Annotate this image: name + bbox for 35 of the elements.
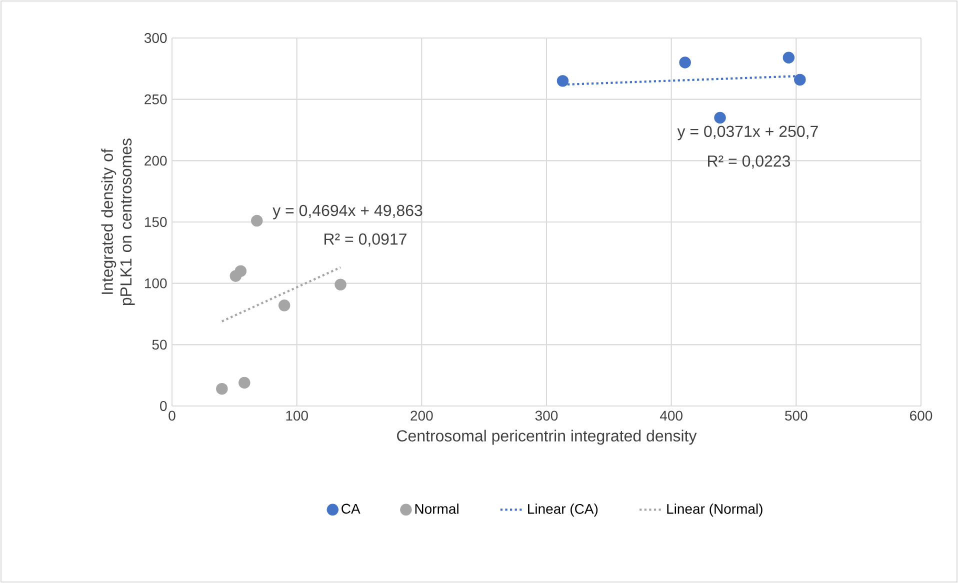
point: [238, 376, 250, 389]
x-tick-label: 0: [168, 410, 176, 421]
y-tick-label: 50: [152, 340, 167, 350]
annotation: R² = 0,0223: [708, 155, 790, 169]
y-axis-title: Integrated density of pPLK1 on centrosomes: [101, 138, 135, 306]
legend-label: CA: [342, 504, 360, 514]
y-tick-label: 100: [145, 278, 167, 288]
y-tick-label: 250: [144, 94, 167, 104]
x-tick-label: 200: [410, 410, 433, 421]
y-tick-label: 0: [160, 401, 167, 411]
x-tick-label: 400: [660, 410, 682, 421]
annotation: y = 0,0371x + 250,7: [677, 126, 818, 140]
x-tick-label: 100: [286, 410, 308, 421]
point: [278, 300, 290, 312]
x-tick-label: 300: [535, 410, 558, 421]
legend-label: Linear (CA): [528, 504, 598, 517]
point: [782, 52, 795, 64]
x-tick-label: 600: [910, 410, 932, 421]
x-axis-title: Centrosomal pericentrin integrated density: [397, 430, 697, 445]
point: [556, 75, 569, 87]
y-tick-label: 150: [145, 217, 167, 227]
point: [251, 214, 263, 227]
legend-label: Linear (Normal): [667, 504, 762, 517]
point: [714, 112, 726, 124]
annotation: y = 0,4694x + 49,863: [272, 204, 422, 220]
point: [216, 382, 228, 395]
annotation: R² = 0,0917: [324, 233, 406, 247]
point: [334, 278, 346, 290]
legend-label: Normal: [415, 504, 458, 514]
point: [679, 56, 691, 68]
point: [234, 265, 247, 277]
point: [794, 74, 806, 86]
y-tick-label: 300: [144, 33, 167, 43]
x-tick-label: 500: [785, 410, 808, 421]
y-tick-label: 200: [144, 156, 167, 166]
